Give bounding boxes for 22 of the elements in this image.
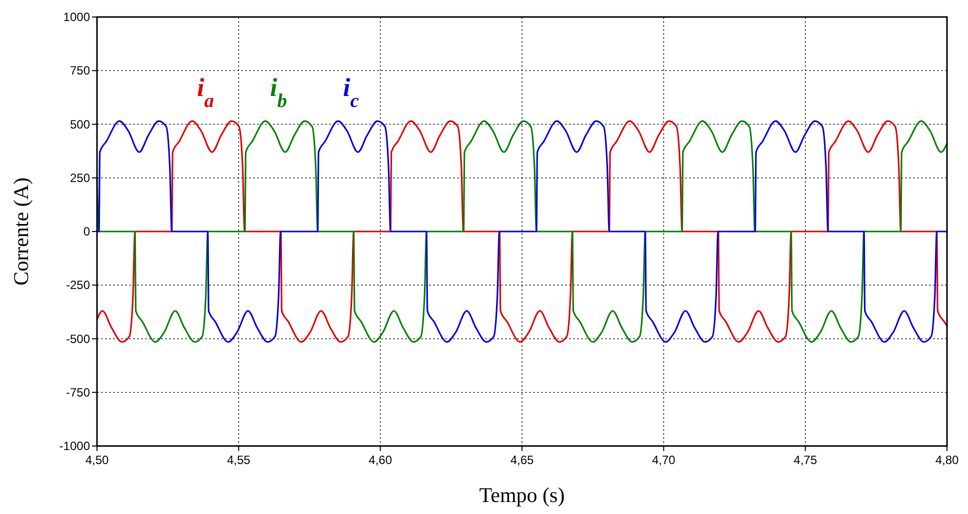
y-tick-label: 0	[83, 224, 90, 238]
y-tick-label: -250	[66, 278, 90, 292]
x-axis-title: Tempo (s)	[479, 483, 565, 507]
x-tick-label: 4,55	[226, 453, 251, 467]
x-tick-label: 4,70	[652, 453, 676, 467]
y-tick-label: 750	[70, 64, 90, 78]
y-tick-label: -500	[66, 332, 90, 346]
y-tick-label: 250	[70, 170, 90, 185]
y-tick-label: 500	[70, 117, 90, 132]
y-tick-label: -1000	[59, 439, 90, 453]
y-axis-title: Corrente (A)	[9, 178, 33, 286]
y-tick-label: 1000	[63, 10, 90, 24]
x-tick-label: 4,50	[85, 453, 109, 467]
line-series	[96, 120, 948, 343]
series-label: i$_{a}$	[197, 73, 214, 112]
x-tick-label: 4,80	[935, 453, 959, 467]
x-tick-label: 4,60	[368, 453, 392, 467]
x-tick-label: 4,75	[794, 453, 818, 467]
series-label: i$_{b}$	[270, 73, 288, 112]
x-tick-label: 4,65	[510, 453, 534, 467]
y-tick-label: -750	[66, 385, 90, 400]
series-label: i$_{c}$	[343, 73, 360, 112]
